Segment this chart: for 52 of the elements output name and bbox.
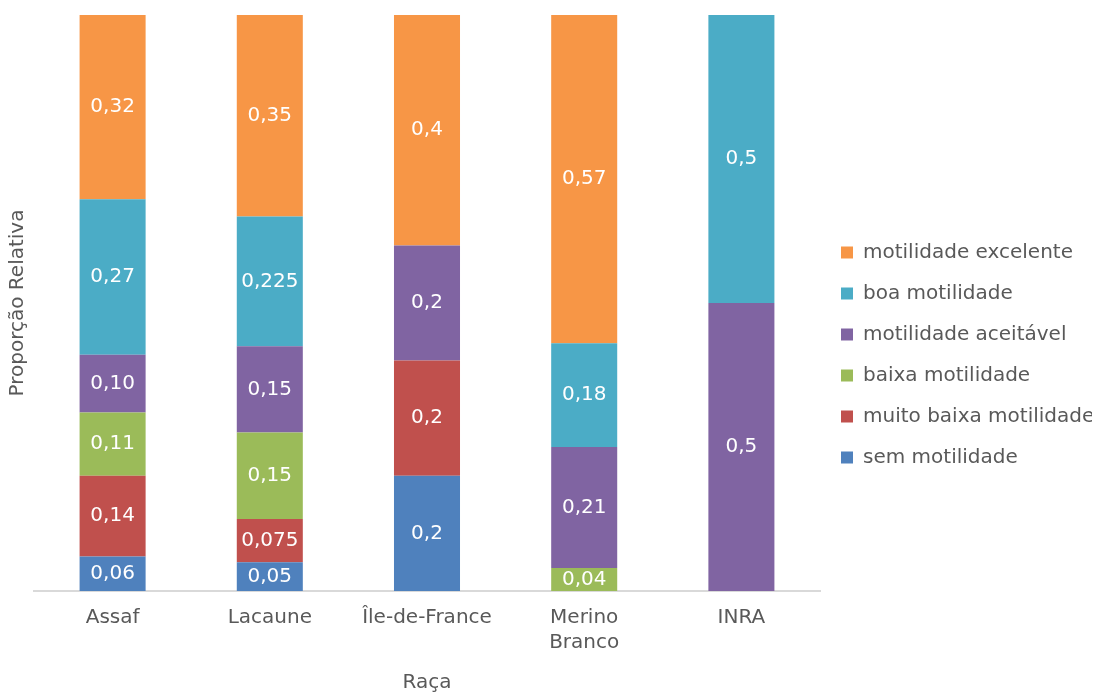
data-label: 0,57 <box>561 165 607 190</box>
bar <box>393 245 461 361</box>
data-label: 0,06 <box>90 559 135 584</box>
bar <box>551 447 618 568</box>
legend-label: boa motilidade <box>863 279 1013 304</box>
x-axis-title: Raça <box>402 669 452 694</box>
bar <box>79 15 146 200</box>
legend-label: baixa motilidade <box>863 361 1031 386</box>
data-label: 0,2 <box>411 404 443 429</box>
legend-label: motilidade excelente <box>863 238 1073 263</box>
x-tick-label: Assaf <box>85 603 141 628</box>
bar <box>79 475 146 557</box>
bar <box>79 412 146 476</box>
data-label: 0,10 <box>90 369 135 394</box>
x-tick-label: Lacaune <box>227 603 312 628</box>
bar <box>236 216 303 347</box>
data-label: 0,32 <box>90 93 135 118</box>
data-label: 0,15 <box>247 375 293 400</box>
bar <box>551 15 618 344</box>
x-tick-label: Merino Branco <box>549 603 620 653</box>
data-label: 0,04 <box>561 565 607 590</box>
data-label: 0,35 <box>247 102 293 126</box>
data-label: 0,14 <box>90 502 135 527</box>
y-axis-title: Proporção Relativa <box>4 209 29 397</box>
data-label: 0,2 <box>411 289 443 314</box>
x-tick-label: Île-de-France <box>361 603 492 628</box>
data-label: 0,225 <box>241 267 299 292</box>
bar <box>79 354 146 413</box>
data-label: 0,075 <box>241 526 299 551</box>
data-label: 0,05 <box>247 562 293 587</box>
data-label: 0,11 <box>90 430 135 455</box>
data-label: 0,2 <box>411 519 443 544</box>
bar <box>551 343 618 447</box>
data-label: 0,4 <box>411 116 443 141</box>
data-label: 0,21 <box>561 493 607 518</box>
bar <box>236 15 303 217</box>
data-label: 0,18 <box>561 381 607 406</box>
bar <box>708 15 775 303</box>
x-tick-label: INRA <box>717 603 766 628</box>
data-label: 0,5 <box>725 145 758 170</box>
bar <box>236 432 303 519</box>
bar <box>708 303 775 591</box>
legend-label: sem motilidade <box>863 443 1018 468</box>
bar <box>236 346 303 433</box>
bar <box>393 475 461 591</box>
data-label: 0,15 <box>247 462 293 486</box>
bar <box>79 199 146 355</box>
bar <box>393 15 461 246</box>
bar <box>393 360 461 476</box>
legend-label: motilidade aceitável <box>863 320 1067 345</box>
data-label: 0,5 <box>725 433 758 458</box>
data-label: 0,27 <box>90 263 135 288</box>
